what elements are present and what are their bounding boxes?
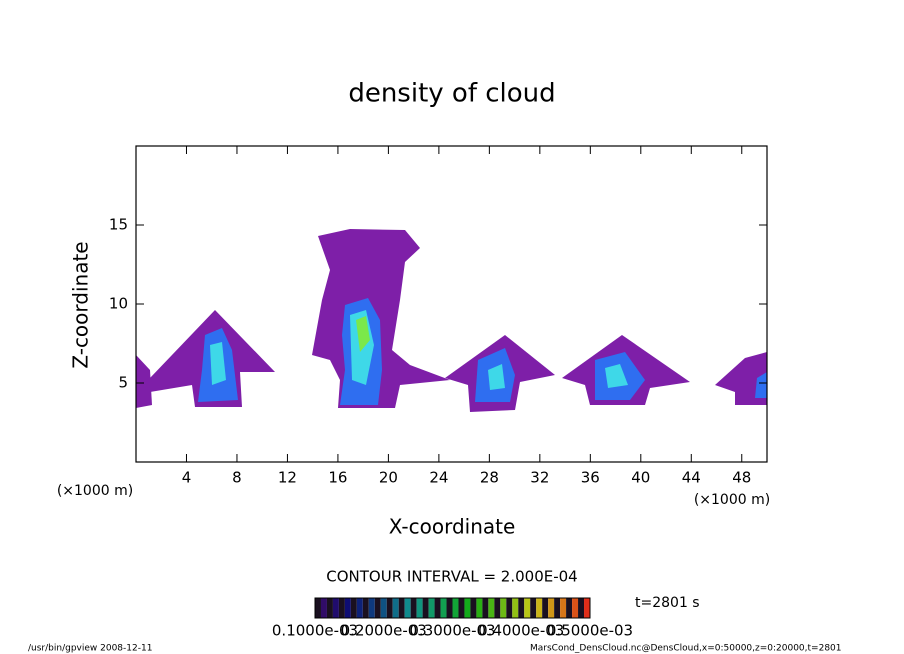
- colorbar-label: 0.5000e-03: [547, 622, 633, 640]
- cloud-region: [715, 352, 767, 405]
- colorbar-cell: [542, 598, 549, 618]
- colorbar-cell: [488, 598, 495, 618]
- colorbar-cell: [428, 598, 435, 618]
- y-axis-label: Z-coordinate: [69, 241, 93, 368]
- cloud-field: [136, 229, 767, 412]
- colorbar-cell: [536, 598, 543, 618]
- x-tick-label: 16: [328, 469, 347, 487]
- chart-title: density of cloud: [348, 79, 555, 109]
- colorbar-cell: [482, 598, 489, 618]
- colorbar-cell: [446, 598, 453, 618]
- y-unit: (×1000 m): [57, 483, 133, 499]
- colorbar-cell: [344, 598, 351, 618]
- colorbar-cell: [500, 598, 507, 618]
- cloud-core: [488, 364, 505, 390]
- cloud-core: [356, 316, 370, 352]
- x-tick-label: 40: [631, 469, 650, 487]
- colorbar-cell: [572, 598, 579, 618]
- colorbar-cell: [332, 598, 339, 618]
- colorbar-cell: [374, 598, 381, 618]
- colorbar-cell: [422, 598, 429, 618]
- y-tick-label: 5: [118, 374, 128, 392]
- plot-frame: [135, 145, 768, 463]
- colorbar-cell: [512, 598, 519, 618]
- colorbar-label: 0.1000e-03: [272, 622, 358, 640]
- colorbar: 0.1000e-030.2000e-030.3000e-030.4000e-03…: [272, 597, 633, 640]
- colorbar-cell: [476, 598, 483, 618]
- cloud-region: [312, 229, 450, 408]
- colorbar-cell: [578, 598, 585, 618]
- colorbar-cell: [440, 598, 447, 618]
- colorbar-label: 0.4000e-03: [478, 622, 564, 640]
- y-tick-label: 10: [109, 295, 128, 313]
- time-label: t=2801 s: [635, 595, 700, 611]
- cloud-region: [136, 355, 152, 408]
- colorbar-cell: [356, 598, 363, 618]
- y-tick-label: 15: [109, 216, 128, 234]
- cloud-core: [755, 372, 767, 398]
- colorbar-cell: [434, 598, 441, 618]
- colorbar-cell: [404, 598, 411, 618]
- x-tick-label: 28: [480, 469, 499, 487]
- colorbar-cell: [518, 598, 525, 618]
- x-tick-label: 36: [581, 469, 600, 487]
- colorbar-label: 0.2000e-03: [341, 622, 427, 640]
- colorbar-cell: [380, 598, 387, 618]
- x-tick-label: 20: [379, 469, 398, 487]
- cloud-core: [605, 364, 628, 388]
- colorbar-cell: [386, 598, 393, 618]
- footer-right: MarsCond_DensCloud.nc@DensCloud,x=0:5000…: [530, 644, 842, 654]
- colorbar-cell: [554, 598, 561, 618]
- colorbar-cell: [392, 598, 399, 618]
- colorbar-cell: [566, 598, 573, 618]
- colorbar-frame: [314, 597, 591, 619]
- colorbar-cell: [494, 598, 501, 618]
- colorbar-cell: [398, 598, 405, 618]
- colorbar-cell: [416, 598, 423, 618]
- x-unit: (×1000 m): [694, 492, 770, 508]
- x-tick-label: 12: [278, 469, 297, 487]
- colorbar-cell: [584, 598, 590, 618]
- colorbar-cell: [452, 598, 459, 618]
- x-tick-label: 8: [232, 469, 242, 487]
- x-tick-label: 4: [182, 469, 192, 487]
- colorbar-cell: [560, 598, 567, 618]
- colorbar-cell: [470, 598, 477, 618]
- contour-interval: CONTOUR INTERVAL = 2.000E-04: [326, 568, 577, 586]
- cloud-core: [210, 342, 226, 385]
- colorbar-cell: [524, 598, 531, 618]
- colorbar-cell: [320, 598, 327, 618]
- colorbar-cell: [506, 598, 513, 618]
- colorbar-label: 0.3000e-03: [409, 622, 495, 640]
- x-tick-label: 24: [429, 469, 448, 487]
- colorbar-cell: [464, 598, 471, 618]
- colorbar-cell: [362, 598, 369, 618]
- colorbar-cell: [315, 598, 321, 618]
- x-tick-label: 32: [530, 469, 549, 487]
- colorbar-cell: [530, 598, 537, 618]
- colorbar-cell: [368, 598, 375, 618]
- x-tick-label: 48: [732, 469, 751, 487]
- colorbar-cell: [350, 598, 357, 618]
- colorbar-cell: [548, 598, 555, 618]
- x-axis-label: X-coordinate: [389, 515, 516, 539]
- x-tick-label: 44: [682, 469, 701, 487]
- footer-left: /usr/bin/gpview 2008-12-11: [28, 644, 152, 654]
- colorbar-cell: [338, 598, 345, 618]
- colorbar-cell: [326, 598, 333, 618]
- colorbar-cell: [410, 598, 417, 618]
- colorbar-cell: [458, 598, 465, 618]
